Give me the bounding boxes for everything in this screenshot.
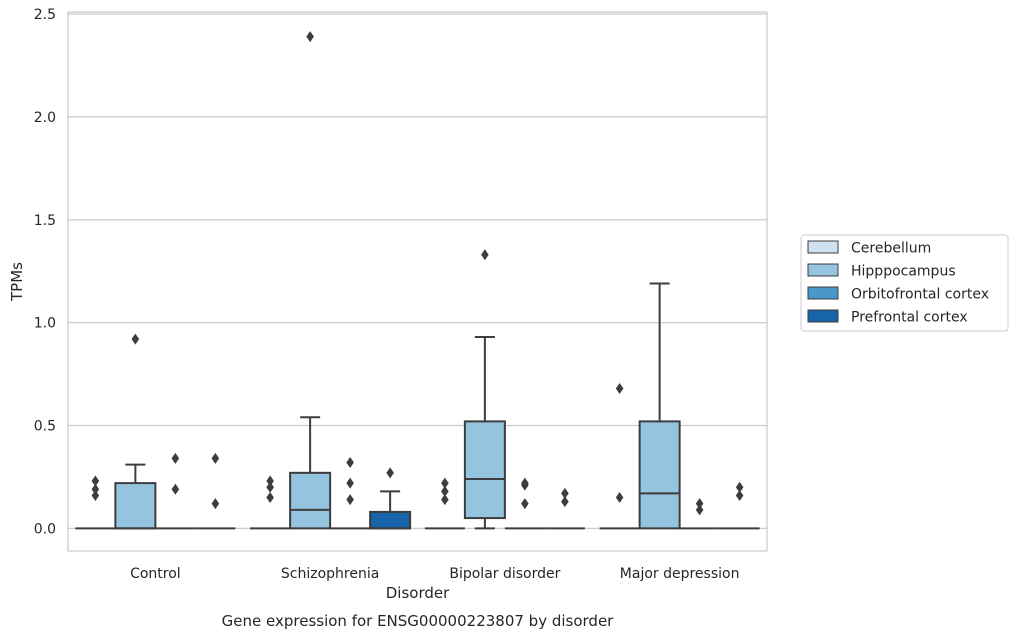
outlier-point [441, 494, 449, 506]
y-tick-labels: 0.0 0.5 1.0 1.5 2.0 2.5 [34, 7, 56, 537]
y-tick-label: 2.5 [34, 7, 56, 23]
outlier-point [266, 492, 274, 504]
box-group [463, 249, 506, 530]
outlier-point [695, 504, 704, 516]
y-axis-label: TPMs [8, 262, 26, 302]
legend-label: Orbitofrontal cortex [851, 287, 989, 303]
box-group [114, 333, 157, 530]
y-tick-label: 2.0 [34, 110, 56, 126]
outlier-point [615, 492, 624, 504]
outlier-point [171, 483, 180, 495]
outlier-point [735, 481, 744, 493]
outlier-point [131, 333, 140, 345]
box-group [599, 382, 640, 530]
outlier-point [266, 475, 274, 487]
box-iqr [638, 420, 681, 530]
outlier-point [346, 457, 354, 469]
outlier-point [91, 475, 100, 487]
outlier-point [615, 382, 624, 394]
box-iqr [369, 510, 412, 530]
box-group [155, 452, 196, 530]
box-group [638, 282, 681, 530]
outlier-point [171, 452, 180, 464]
box-group [195, 452, 236, 530]
legend-swatch [807, 286, 839, 300]
y-tick-label: 0.5 [34, 419, 56, 435]
outlier-point [306, 31, 314, 43]
box-group [719, 481, 760, 530]
outlier-point [386, 467, 394, 479]
legend-label: Cerebellum [851, 241, 931, 257]
box-iqr [114, 482, 157, 530]
box-group [679, 498, 720, 530]
box-group [544, 487, 585, 530]
box-iqr [289, 471, 332, 530]
outlier-point [735, 489, 744, 501]
legend-label: Hipppocampus [851, 264, 956, 280]
outlier-point [481, 249, 489, 261]
x-axis-label: Disorder [386, 584, 450, 602]
box-group [504, 477, 545, 530]
outlier-point [521, 477, 529, 489]
y-tick-label: 1.0 [34, 316, 56, 332]
outlier-point [521, 498, 529, 510]
x-tick-label: Major depression [620, 566, 740, 582]
boxes-layer [75, 31, 760, 530]
x-tick-label: Schizophrenia [281, 566, 379, 582]
outlier-point [561, 496, 569, 508]
chart-caption: Gene expression for ENSG00000223807 by d… [222, 612, 615, 630]
box-group [289, 31, 332, 530]
legend-swatch [807, 263, 839, 277]
box-group [250, 475, 291, 530]
outlier-point [441, 485, 449, 497]
legend-label: Prefrontal cortex [851, 310, 968, 326]
outlier-point [266, 481, 274, 493]
outlier-point [695, 498, 704, 510]
outlier-point [91, 483, 100, 495]
y-tick-label: 0.0 [34, 521, 56, 537]
y-tick-label: 1.5 [34, 213, 56, 229]
box-iqr [463, 420, 506, 520]
outlier-point [346, 477, 354, 489]
x-tick-labels: Control Schizophrenia Bipolar disorder Majo… [130, 566, 739, 582]
plot-area-frame [67, 11, 768, 552]
legend-frame [800, 234, 1009, 332]
outlier-point [211, 452, 220, 464]
outlier-point [441, 477, 449, 489]
x-tick-label: Bipolar disorder [449, 566, 560, 582]
outlier-point [91, 489, 100, 501]
legend-swatch [807, 240, 839, 254]
outlier-point [346, 494, 354, 506]
box-group [424, 477, 465, 530]
box-group [75, 475, 116, 530]
outlier-point [211, 498, 220, 510]
outlier-point [561, 487, 569, 499]
legend: Cerebellum Hipppocampus Orbitofrontal cort… [800, 234, 1009, 332]
legend-swatch [807, 309, 839, 323]
box-group [369, 467, 412, 530]
box-group [330, 457, 371, 530]
x-tick-label: Control [130, 566, 181, 582]
